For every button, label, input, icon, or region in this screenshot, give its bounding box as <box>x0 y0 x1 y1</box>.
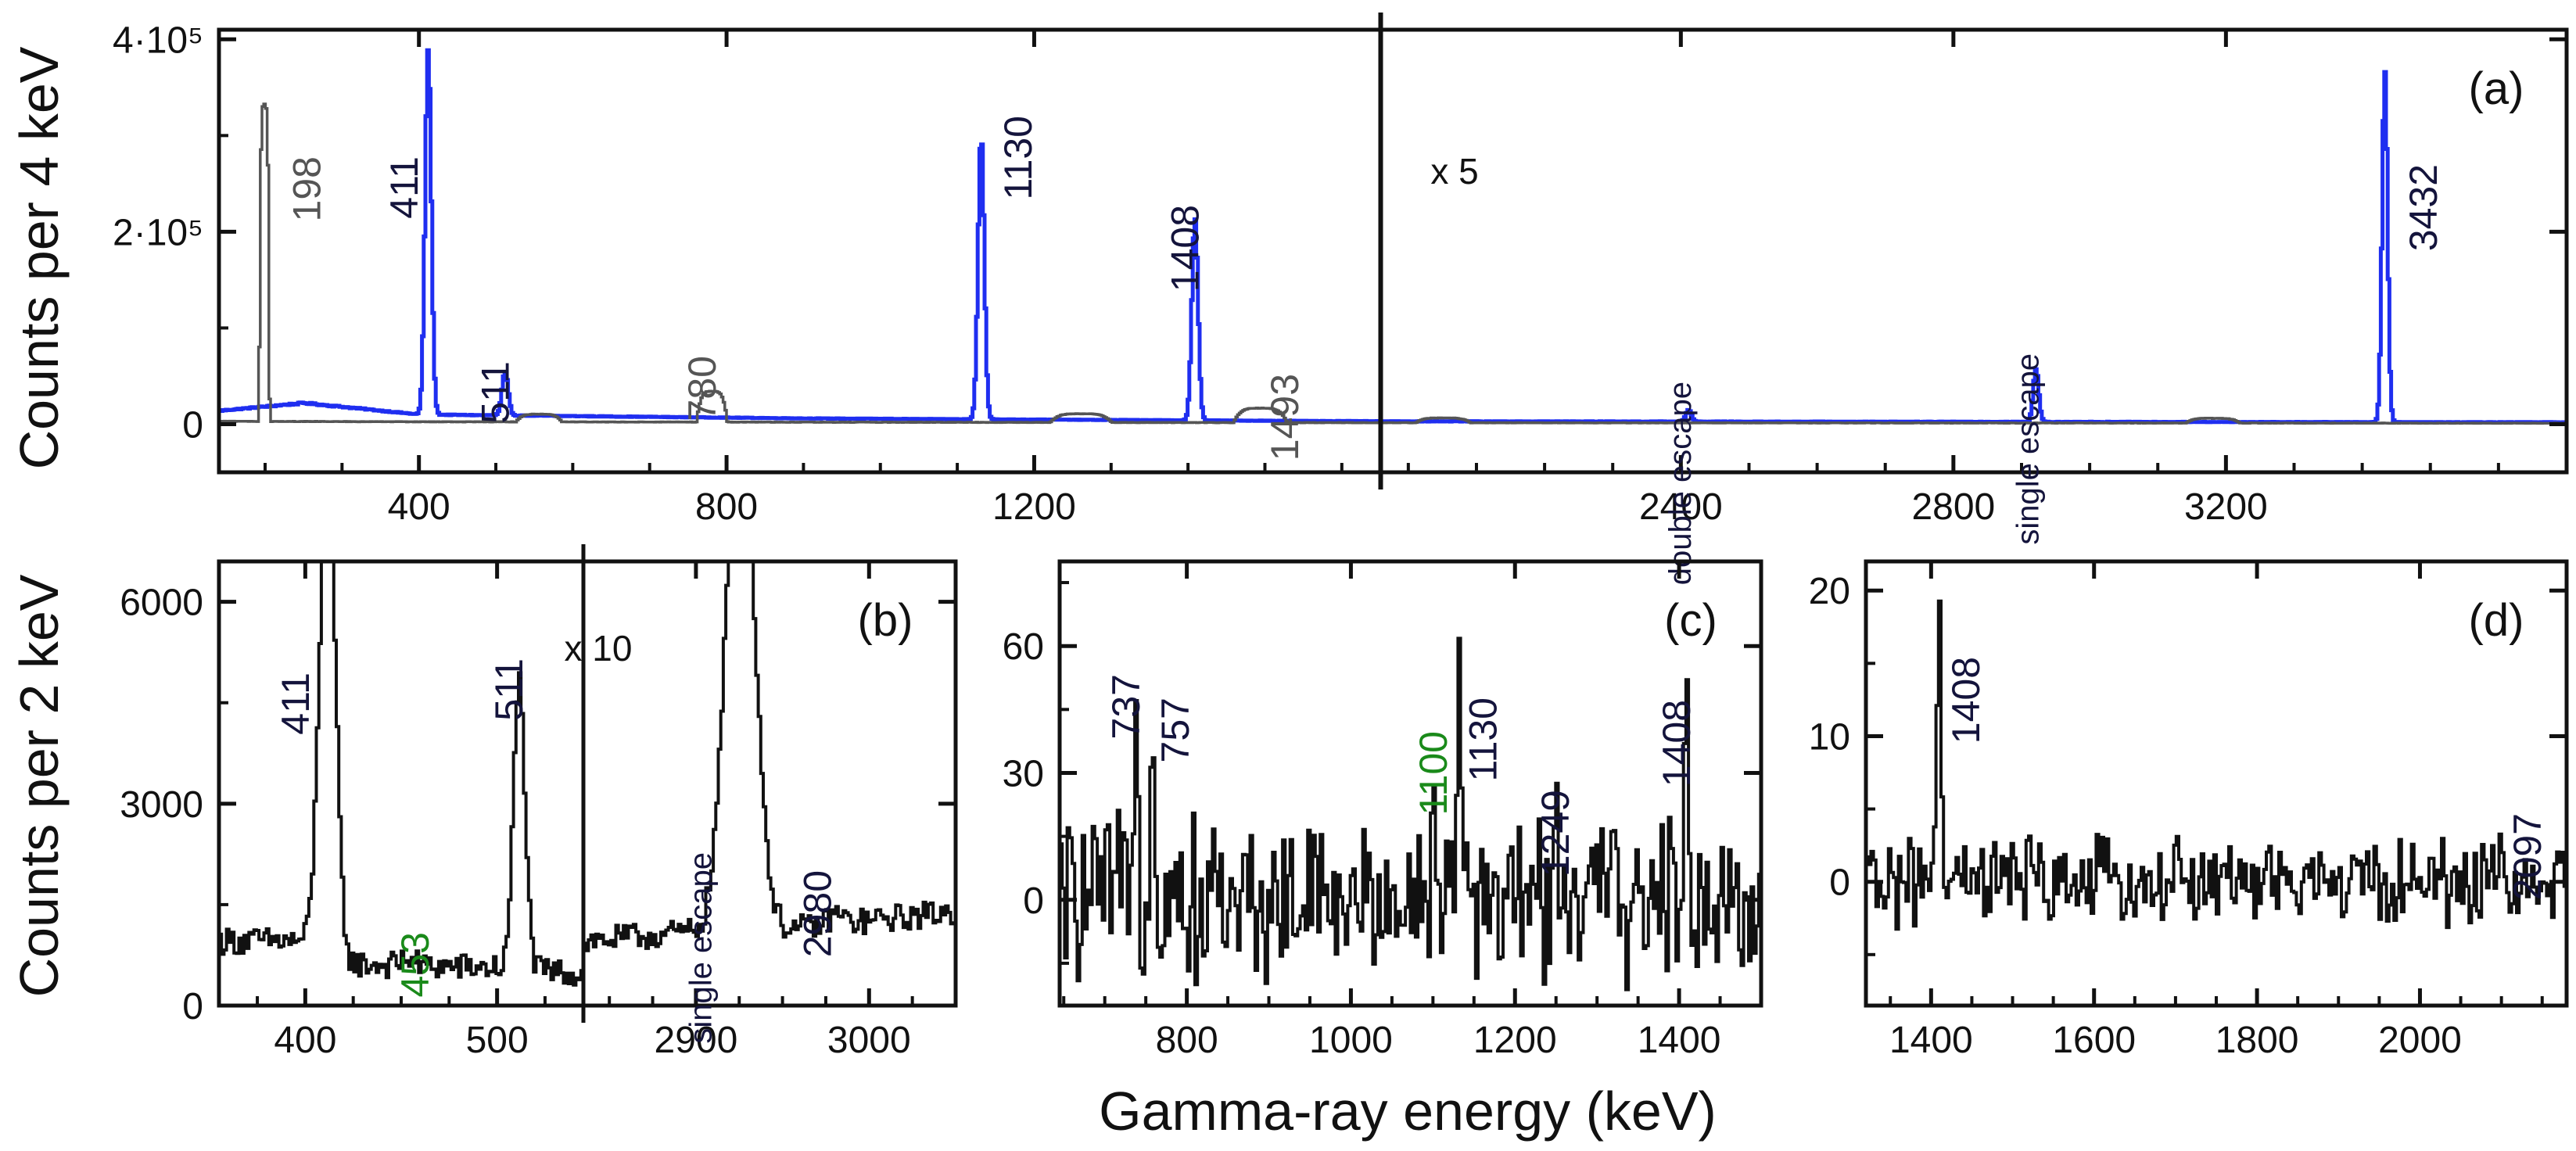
peak-label-b: 2980 <box>796 870 840 957</box>
panel-a: 0 2·10⁵ 4·10⁵ 400 800 1200 2400 2800 3200 (a) x 5 4… <box>113 13 2569 585</box>
plot-area-d <box>1866 599 2567 931</box>
y-tick-label-c: 0 <box>1023 880 1044 922</box>
x-tick-label-c: 1400 <box>1638 1020 1721 1061</box>
y-tick-label-a: 4·10⁵ <box>113 20 203 61</box>
peak-label-c: 1130 <box>1461 697 1505 782</box>
peak-label-a: 1408 <box>1164 205 1207 292</box>
peak-label-b: 511 <box>487 658 531 721</box>
series-line-b-0-seg1 <box>583 561 956 952</box>
ylabel-bottom: Counts per 2 keV <box>9 574 70 997</box>
peak-label-a: 511 <box>473 361 517 424</box>
panel-frame-a-1 <box>1379 27 2569 475</box>
peak-label-b: 453 <box>393 932 437 997</box>
series-line-b-0-seg0 <box>219 561 585 987</box>
peak-label-a: 1493 <box>1263 374 1307 461</box>
y-tick-label-b: 6000 <box>120 583 203 624</box>
ylabel-top: Counts per 4 keV <box>9 46 70 469</box>
series-line-c-0-seg0 <box>1060 636 1761 991</box>
panel-frame-c-0 <box>1057 559 1763 1008</box>
series-line-a-1-seg1 <box>1381 416 2567 425</box>
panel-d: 0 10 20 1400 1600 1800 2000 (d) 1408 2097 <box>1809 559 2569 1061</box>
x-tick-label-a: 3200 <box>2184 486 2268 528</box>
peak-label-a: 411 <box>382 156 426 219</box>
panel-label-a: (a) <box>2469 63 2524 114</box>
x-tick-label-a: 800 <box>695 486 758 528</box>
peak-label-c: 1408 <box>1655 700 1699 787</box>
peak-label-a: 780 <box>680 356 724 421</box>
x-tick-label-b: 400 <box>274 1020 336 1061</box>
x-tick-label-a: 1200 <box>992 486 1076 528</box>
x-tick-label-b: 2900 <box>655 1020 738 1061</box>
x-tick-label-a: 2800 <box>1911 486 1995 528</box>
peak-label-a: 3432 <box>2402 164 2445 251</box>
y-tick-label-c: 30 <box>1003 753 1044 794</box>
y-tick-label-d: 10 <box>1809 716 1850 758</box>
panel-label-c: (c) <box>1664 595 1717 646</box>
peak-label-d: 1408 <box>1944 657 1988 744</box>
xlabel: Gamma-ray energy (keV) <box>1099 1081 1717 1142</box>
y-tick-label-c: 60 <box>1003 626 1044 668</box>
peak-label-a: 1130 <box>996 116 1040 200</box>
panel-b: 0 3000 6000 400 500 2900 3000 (b) x 10 411 453 511 s… <box>120 544 958 1061</box>
series-line-d-0-seg0 <box>1866 599 2567 931</box>
peak-label-c: 1249 <box>1534 790 1577 877</box>
panel-frame-b-1 <box>581 559 958 1008</box>
series-line-a-0-seg0 <box>219 48 1383 424</box>
series-line-a-1-seg0 <box>219 102 1382 425</box>
peak-label-d: 2097 <box>2506 813 2549 900</box>
panel-label-d: (d) <box>2469 595 2524 646</box>
x-tick-label-c: 1200 <box>1473 1020 1557 1061</box>
peak-label-b: single escape <box>683 852 718 1044</box>
y-tick-label-b: 0 <box>182 986 203 1027</box>
peak-label-b: 411 <box>274 672 318 735</box>
plot-area-c <box>1060 636 1761 991</box>
scale-note-a: x 5 <box>1430 151 1478 192</box>
panels-group: 0 2·10⁵ 4·10⁵ 400 800 1200 2400 2800 3200 (a) x 5 4… <box>113 13 2569 1061</box>
panel-c: 0 30 60 800 1000 1200 1400 (c) 737 757 1100 1130 124… <box>1003 559 1763 1061</box>
panel-label-b: (b) <box>858 595 913 646</box>
peak-label-c: 737 <box>1104 674 1148 739</box>
x-tick-label-d: 1400 <box>1889 1020 1973 1061</box>
x-tick-label-d: 1600 <box>2052 1020 2136 1061</box>
peak-label-c: 1100 <box>1412 731 1455 816</box>
plot-area-b <box>219 561 956 987</box>
y-tick-label-d: 20 <box>1809 571 1850 612</box>
y-tick-label-a: 2·10⁵ <box>113 212 203 253</box>
x-tick-label-a: 400 <box>388 486 450 528</box>
peak-label-a: 198 <box>285 156 329 221</box>
y-tick-label-d: 0 <box>1829 862 1850 904</box>
x-tick-label-a: 2400 <box>1639 486 1723 528</box>
x-tick-label-c: 800 <box>1156 1020 1218 1061</box>
series-line-a-0-seg1 <box>1380 70 2567 425</box>
x-tick-label-d: 1800 <box>2215 1020 2299 1061</box>
panel-frame-d-0 <box>1864 559 2569 1008</box>
x-tick-label-b: 500 <box>466 1020 529 1061</box>
peak-label-c: 757 <box>1153 697 1197 762</box>
y-tick-label-a: 0 <box>182 404 203 446</box>
x-tick-label-d: 2000 <box>2378 1020 2462 1061</box>
y-tick-label-b: 3000 <box>120 784 203 826</box>
scale-note-b: x 10 <box>565 628 633 669</box>
x-tick-label-b: 3000 <box>827 1020 911 1061</box>
peak-label-a: double escape <box>1663 382 1698 585</box>
peak-label-a: single escape <box>2011 353 2045 545</box>
x-tick-label-c: 1000 <box>1309 1020 1393 1061</box>
plot-area-a <box>219 48 2567 425</box>
